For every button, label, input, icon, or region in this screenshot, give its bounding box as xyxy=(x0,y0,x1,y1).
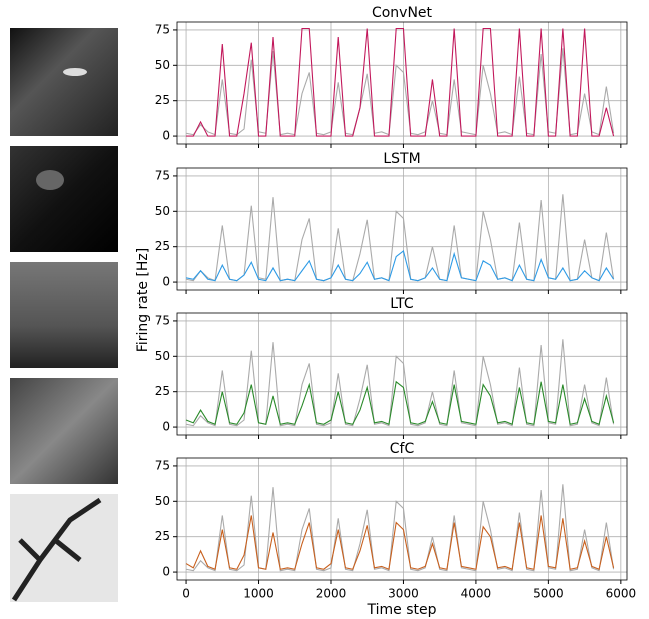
image-patch xyxy=(10,146,118,252)
data-line xyxy=(185,484,615,572)
x-tick-label: 6000 xyxy=(606,587,637,601)
data-line xyxy=(185,515,615,571)
x-tick-label: 2000 xyxy=(316,587,347,601)
image-patch xyxy=(10,262,118,368)
y-tick-label: 0 xyxy=(162,565,170,579)
x-tick-label: 3000 xyxy=(388,587,419,601)
x-tick-label: 4000 xyxy=(461,587,492,601)
y-tick-label: 75 xyxy=(155,458,170,472)
image-patch xyxy=(10,28,118,136)
y-tick-label: 50 xyxy=(155,204,170,218)
y-tick-label: 50 xyxy=(155,349,170,363)
axes-frame xyxy=(176,312,628,436)
y-tick-label: 0 xyxy=(162,129,170,143)
image-detail xyxy=(63,68,87,76)
image-patch xyxy=(10,378,118,484)
data-line xyxy=(186,27,615,137)
y-tick-label: 50 xyxy=(155,58,170,72)
y-tick-label: 75 xyxy=(155,313,170,327)
data-line xyxy=(185,339,615,427)
y-tick-label: 25 xyxy=(155,93,170,107)
y-tick-label: 25 xyxy=(155,529,170,543)
axes-frame xyxy=(176,21,628,145)
data-line xyxy=(185,380,615,425)
y-tick-label: 25 xyxy=(155,384,170,398)
input-images xyxy=(10,28,118,602)
subplot-title: LTC xyxy=(390,296,414,312)
data-line xyxy=(185,48,615,136)
y-tick-label: 0 xyxy=(162,275,170,289)
x-tick-label: 1000 xyxy=(243,587,274,601)
axes-frame xyxy=(176,457,628,581)
x-tick-label: 0 xyxy=(182,587,190,601)
subplot-title: LSTM xyxy=(383,151,420,167)
y-tick-label: 75 xyxy=(155,22,170,36)
subplot-title: CfC xyxy=(390,441,415,457)
x-axis-label: Time step xyxy=(367,602,437,618)
subplot-title: ConvNet xyxy=(372,5,433,21)
y-tick-label: 25 xyxy=(155,239,170,253)
axes-frame xyxy=(176,167,628,291)
y-axis-label: Firing rate [Hz] xyxy=(135,248,151,352)
data-line xyxy=(185,249,615,282)
x-tick-label: 5000 xyxy=(533,587,564,601)
y-tick-label: 75 xyxy=(155,168,170,182)
y-tick-label: 0 xyxy=(162,420,170,434)
image-detail xyxy=(36,170,64,190)
image-detail xyxy=(11,497,102,602)
y-tick-label: 50 xyxy=(155,494,170,508)
data-line xyxy=(185,194,615,282)
